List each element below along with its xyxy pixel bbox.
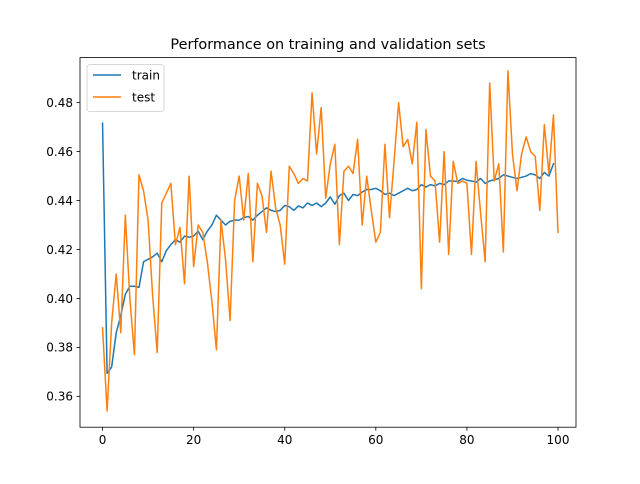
- y-tick-label: 0.46: [46, 145, 73, 159]
- x-tick-label: 0: [99, 433, 107, 447]
- y-axis: 0.36 0.38 0.40 0.42 0.44 0.46 0.48: [46, 96, 80, 404]
- x-axis: 0 20 40 60 80 100: [99, 427, 570, 447]
- legend-label-train: train: [132, 69, 160, 83]
- legend-label-test: test: [132, 91, 155, 105]
- x-tick-label: 80: [459, 433, 474, 447]
- series-layer: [101, 70, 559, 412]
- plot-frame: [79, 57, 577, 428]
- chart-title: Performance on training and validation s…: [170, 37, 485, 53]
- x-tick-label: 60: [368, 433, 383, 447]
- x-tick-label: 40: [277, 433, 292, 447]
- y-tick-label: 0.48: [46, 96, 73, 110]
- legend: train test: [86, 64, 165, 112]
- y-tick-label: 0.44: [46, 194, 73, 208]
- x-tick-label: 100: [547, 433, 570, 447]
- x-tick-label: 20: [186, 433, 201, 447]
- series-line-test: [101, 70, 559, 412]
- y-tick-label: 0.36: [46, 390, 73, 404]
- legend-box: [86, 64, 165, 112]
- y-tick-label: 0.38: [46, 341, 73, 355]
- y-tick-label: 0.40: [46, 292, 73, 306]
- y-tick-label: 0.42: [46, 243, 73, 257]
